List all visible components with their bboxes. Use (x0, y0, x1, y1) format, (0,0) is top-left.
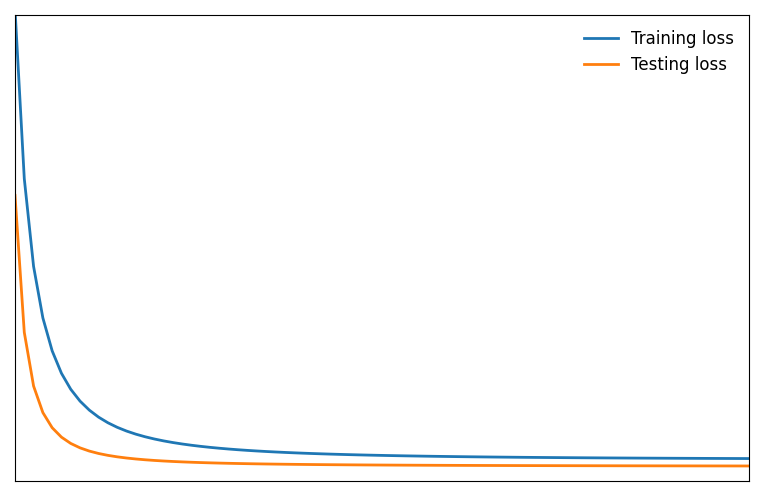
Training loss (661, 455, 670, 461)
Training loss (447, 453, 456, 459)
Testing loss (456, 462, 465, 468)
Training loss (484, 454, 494, 460)
Legend: Training loss, Testing loss: Training loss, Testing loss (578, 23, 740, 81)
Training loss (11, 6, 20, 12)
Training loss (744, 455, 753, 461)
Testing loss (11, 192, 20, 198)
Training loss (512, 454, 521, 460)
Testing loss (335, 462, 345, 468)
Testing loss (484, 462, 494, 468)
Line: Testing loss: Testing loss (15, 195, 749, 466)
Line: Training loss: Training loss (15, 9, 749, 458)
Testing loss (744, 463, 753, 469)
Training loss (456, 454, 465, 460)
Training loss (335, 451, 345, 457)
Testing loss (447, 462, 456, 468)
Testing loss (512, 463, 521, 469)
Testing loss (661, 463, 670, 469)
